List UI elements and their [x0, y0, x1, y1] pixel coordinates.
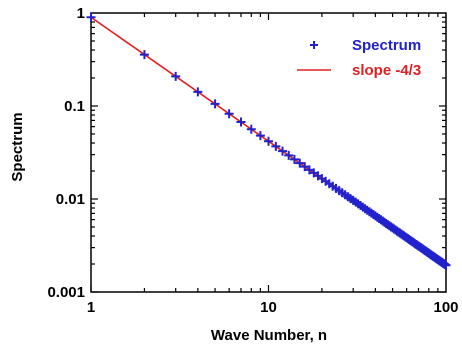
y-tick-label: 0.001 — [47, 284, 85, 301]
x-axis-label: Wave Number, n — [211, 327, 327, 344]
legend: Spectrum slope -4/3 — [297, 37, 421, 79]
y-tick-label: 1 — [77, 5, 85, 22]
spectrum-point — [139, 50, 149, 60]
spectrum-point — [264, 136, 273, 146]
spectrum-point — [193, 87, 203, 97]
legend-label-spectrum: Spectrum — [352, 37, 421, 54]
legend-label-slope: slope -4/3 — [352, 62, 421, 79]
spectrum-point — [236, 117, 246, 127]
x-tick-label: 10 — [260, 299, 277, 316]
spectrum-point — [271, 141, 281, 151]
spectrum-point — [441, 260, 451, 270]
spectrum-point — [300, 162, 310, 172]
spectrum-point — [246, 124, 256, 134]
spectrum-point — [255, 131, 265, 141]
spectrum-point — [210, 99, 220, 109]
legend-marker-spectrum — [310, 41, 318, 49]
spectrum-point — [171, 71, 181, 81]
spectrum-point — [224, 109, 234, 119]
x-tick-label: 1 — [87, 299, 95, 316]
y-tick-label: 0.01 — [56, 191, 85, 208]
axis-ticks: 1 10 100 0.001 0.01 0.1 1 — [47, 5, 458, 316]
y-tick-label: 0.1 — [64, 98, 85, 115]
spectrum-point — [278, 146, 288, 156]
plot-data — [86, 12, 451, 270]
spectrum-point — [289, 154, 299, 164]
spectrum-point — [284, 150, 294, 160]
spectrum-point — [86, 12, 96, 22]
y-axis-label: Spectrum — [9, 112, 26, 181]
x-tick-label: 100 — [433, 299, 458, 316]
spectrum-point — [295, 158, 305, 168]
